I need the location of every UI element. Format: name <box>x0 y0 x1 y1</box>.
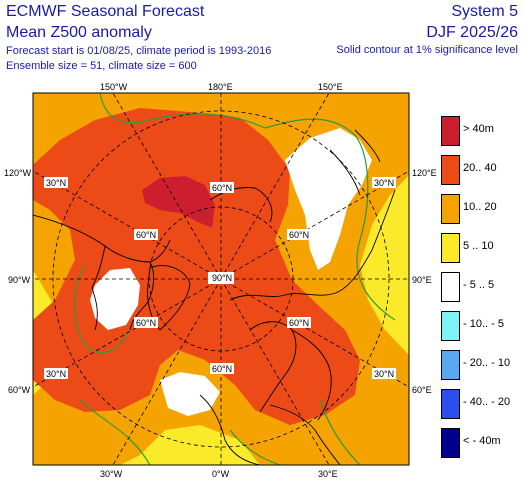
season-label: DJF 2025/26 <box>426 24 518 41</box>
significance-note: Solid contour at 1% significance level <box>336 44 518 56</box>
map-frame <box>32 92 410 466</box>
legend-label: - 40.. - 20 <box>463 396 511 408</box>
lat-label-60n-upleft: 60°N <box>136 230 156 240</box>
meridian-labels: 150°W 180°E 150°E 120°W 120°E 90°W 90°E … <box>4 82 437 479</box>
meridian-120e: 120°E <box>412 168 437 178</box>
latitude-labels: 90°N 60°N 60°N 60°N 60°N 60°N 60°N 30°N … <box>44 177 396 379</box>
lat-label-60n-upright: 60°N <box>289 230 309 240</box>
meridian-90e: 90°E <box>412 275 432 285</box>
field-gt40 <box>142 176 215 228</box>
lat-label-30n-upright: 30°N <box>374 178 394 188</box>
field-20-40 <box>33 108 360 425</box>
meridian-60w: 60°W <box>8 385 31 395</box>
meridian-60e: 60°E <box>412 385 432 395</box>
meridian-150e: 150°E <box>318 82 343 92</box>
lat-label-60n-lowleft: 60°N <box>136 318 156 328</box>
lat-label-60n-bottom: 60°N <box>212 364 232 374</box>
field-neutral-atlantic <box>160 372 220 416</box>
significance-contour <box>73 93 396 465</box>
legend-label: - 20.. - 10 <box>463 357 511 369</box>
legend-swatch <box>441 428 460 458</box>
legend-swatch <box>441 233 460 263</box>
legend-label: 5 .. 10 <box>463 240 494 252</box>
legend-swatch <box>441 155 460 185</box>
lat-label-30n-lowleft: 30°N <box>46 369 66 379</box>
legend-label: 10.. 20 <box>463 201 497 213</box>
legend-swatch <box>441 311 460 341</box>
ensemble-info: Ensemble size = 51, climate size = 600 <box>6 60 197 72</box>
lat-label-30n-upleft: 30°N <box>46 178 66 188</box>
legend-swatch <box>441 350 460 380</box>
legend-item-neg10-5: - 10.. - 5 <box>441 311 521 341</box>
legend-label: 20.. 40 <box>463 162 497 174</box>
legend-item-neg20-10: - 20.. - 10 <box>441 350 521 380</box>
legend-item-lt-neg40: < - 40m <box>441 428 521 458</box>
legend-swatch <box>441 272 460 302</box>
lat-label-30n-lowright: 30°N <box>374 369 394 379</box>
meridian-180e: 180°E <box>208 82 233 92</box>
meridian-0w: 0°W <box>212 469 230 479</box>
legend-label: - 5 .. 5 <box>463 279 495 291</box>
title-line-2: Mean Z500 anomaly <box>6 24 152 41</box>
system-label: System 5 <box>451 3 518 20</box>
field-neutral-pacific <box>285 128 372 270</box>
graticule <box>33 93 409 465</box>
legend-label: > 40m <box>463 123 494 135</box>
meridian-120w: 120°W <box>4 168 32 178</box>
lat-label-60n-top: 60°N <box>212 183 232 193</box>
legend-swatch <box>441 389 460 419</box>
meridian-30w: 30°W <box>100 469 123 479</box>
legend-item-neutral: - 5 .. 5 <box>441 272 521 302</box>
meridian-30e: 30°E <box>318 469 338 479</box>
meridian-90w: 90°W <box>8 275 31 285</box>
legend-label: < - 40m <box>463 435 501 447</box>
lat-label-90n: 90°N <box>212 273 232 283</box>
legend-label: - 10.. - 5 <box>463 318 504 330</box>
lat-label-60n-lowright: 60°N <box>289 318 309 328</box>
legend-swatch <box>441 194 460 224</box>
map-field: 90°N 60°N 60°N 60°N 60°N 60°N 60°N 30°N … <box>33 93 409 465</box>
title-line-1: ECMWF Seasonal Forecast <box>6 3 205 20</box>
legend-item-10-20: 10.. 20 <box>441 194 521 224</box>
legend-item-neg40-20: - 40.. - 20 <box>441 389 521 419</box>
legend-item-20-40: 20.. 40 <box>441 155 521 185</box>
coastlines <box>33 129 396 465</box>
field-neutral-greenland <box>90 268 140 330</box>
legend-item-gt40: > 40m <box>441 116 521 146</box>
legend-swatch <box>441 116 460 146</box>
legend-item-5-10: 5 .. 10 <box>441 233 521 263</box>
meridian-150w: 150°W <box>100 82 128 92</box>
forecast-info: Forecast start is 01/08/25, climate peri… <box>6 45 272 57</box>
